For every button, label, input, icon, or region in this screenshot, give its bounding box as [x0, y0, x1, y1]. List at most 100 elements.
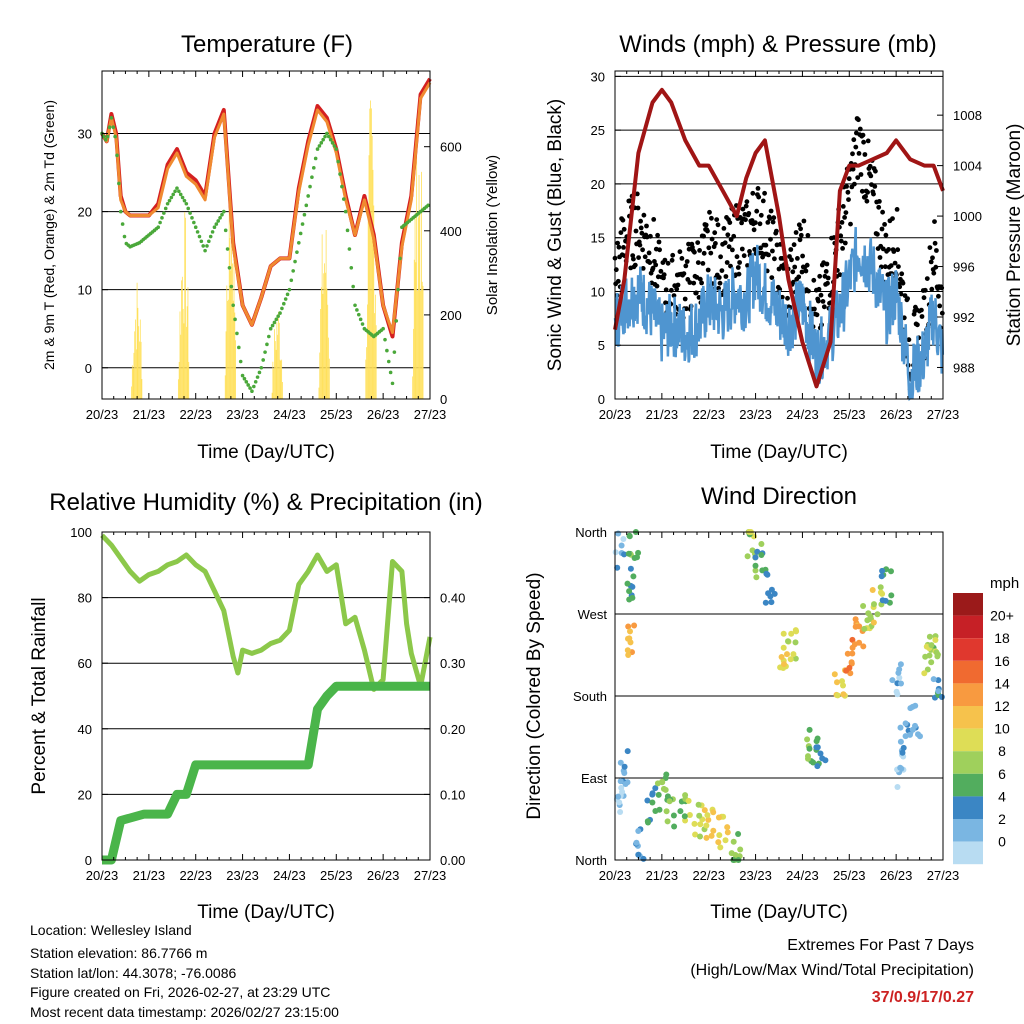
direction-point — [878, 573, 885, 580]
temperature-title: Temperature (F) — [181, 31, 353, 58]
direction-point — [717, 844, 724, 851]
direction-point — [894, 784, 901, 790]
direction-point — [696, 812, 703, 819]
direction-point — [753, 574, 760, 581]
x-tick-label: 23/23 — [739, 407, 772, 422]
wind-gust-point — [665, 260, 671, 266]
wind-gust-point — [811, 277, 817, 283]
wind-gust-point — [697, 248, 702, 253]
dewpoint-point — [122, 234, 127, 239]
wind-gust-point — [871, 191, 876, 197]
wind-gust-point — [928, 259, 934, 265]
wind-gust-point — [644, 223, 649, 229]
wind-mean-series — [613, 227, 945, 402]
direction-y-tick-label: East — [581, 771, 607, 786]
direction-point — [710, 809, 717, 816]
wind-gust-point — [654, 283, 660, 289]
wind-gust-point — [762, 190, 767, 196]
y2-tick-label: 0.40 — [440, 591, 465, 606]
dewpoint-point — [173, 189, 177, 194]
direction-point — [867, 613, 874, 620]
dewpoint-point — [336, 159, 340, 164]
relative-humidity-line — [100, 533, 433, 692]
wind-gust-point — [853, 144, 859, 150]
wind-gust-point — [728, 237, 734, 242]
dewpoint-point — [386, 359, 391, 364]
wind-mean-line — [613, 227, 945, 402]
direction-point — [840, 691, 847, 698]
wind-gust-point — [798, 226, 803, 232]
x-tick-label: 25/23 — [833, 407, 866, 422]
direction-point — [869, 587, 876, 593]
y-tick-label: 100 — [70, 525, 92, 540]
direction-point — [806, 726, 813, 733]
dewpoint-point — [276, 314, 280, 319]
wind-gust-point — [758, 212, 764, 218]
direction-point — [894, 691, 901, 698]
dewpoint-point — [328, 137, 333, 142]
direction-y-tick-label: North — [575, 853, 607, 868]
direction-point — [752, 567, 759, 574]
dewpoint-point — [107, 125, 112, 130]
direction-point — [631, 622, 638, 629]
wind-gust-point — [648, 233, 653, 239]
wind-gust-point — [718, 254, 723, 260]
direction-point — [787, 656, 794, 663]
pressure-series — [613, 87, 945, 389]
wind-gust-point — [656, 239, 662, 245]
wind-gust-point — [839, 220, 845, 225]
wind-gust-point — [857, 126, 863, 132]
wind-gust-point — [681, 271, 687, 276]
dewpoint-point — [390, 381, 395, 386]
dewpoint-point — [225, 247, 230, 251]
direction-point — [758, 552, 765, 558]
dewpoint-point — [381, 326, 385, 331]
wind-gust-point — [850, 166, 856, 172]
wind-gust-point — [747, 249, 752, 254]
direction-point — [617, 809, 624, 815]
dewpoint-point — [259, 365, 264, 370]
y-tick-label: 15 — [591, 231, 605, 246]
direction-point — [840, 682, 846, 689]
dewpoint-point — [291, 269, 295, 273]
direction-x-axis-label: Time (Day/UTC) — [710, 902, 848, 923]
wind-gust-point — [838, 233, 844, 239]
dewpoint-point — [358, 317, 363, 322]
wind-gust-point — [639, 230, 645, 236]
direction-point — [754, 548, 761, 555]
dewpoint-point — [325, 131, 329, 136]
winds-plot-frame — [614, 70, 944, 400]
direction-point — [618, 542, 625, 549]
direction-point — [705, 816, 712, 823]
wind-gust-point — [843, 210, 849, 216]
direction-point — [724, 824, 731, 831]
direction-point — [614, 564, 621, 571]
humidity-y-ticks: 0 20 40 60 80 100 — [70, 525, 108, 868]
dewpoint-point — [252, 384, 256, 389]
direction-point — [928, 642, 935, 649]
wind-gust-point — [796, 222, 802, 228]
temperature-panel: Temperature (F) 20/23 21/23 22/23 23/23 24/2… — [41, 31, 501, 463]
wind-gust-point — [753, 220, 758, 226]
dewpoint-point — [117, 181, 121, 186]
direction-point — [630, 573, 637, 580]
direction-point — [681, 813, 688, 820]
direction-point — [781, 661, 787, 668]
dewpoint-point — [392, 350, 397, 354]
wind-gust-point — [812, 306, 817, 312]
x-tick-label: 24/23 — [786, 407, 819, 422]
direction-point — [671, 823, 678, 830]
y-tick-label: 0 — [85, 361, 92, 376]
dewpoint-point — [289, 278, 294, 283]
wind-gust-point — [717, 280, 723, 286]
dewpoint-point — [304, 203, 309, 208]
wind-gust-point — [799, 269, 805, 275]
x-tick-label: 27/23 — [414, 868, 447, 883]
direction-panel: Wind Direction 20/23 21/23 22/23 23/23 24/23… — [524, 483, 1019, 923]
humidity-panel: Relative Humidity (%) & Precipitation (i… — [29, 489, 483, 923]
dewpoint-point — [102, 134, 106, 139]
dewpoint-point — [118, 209, 123, 214]
y-tick-label: 40 — [78, 722, 92, 737]
wind-gust-point — [741, 253, 747, 259]
direction-y-ticks: North East South West North — [573, 525, 607, 868]
